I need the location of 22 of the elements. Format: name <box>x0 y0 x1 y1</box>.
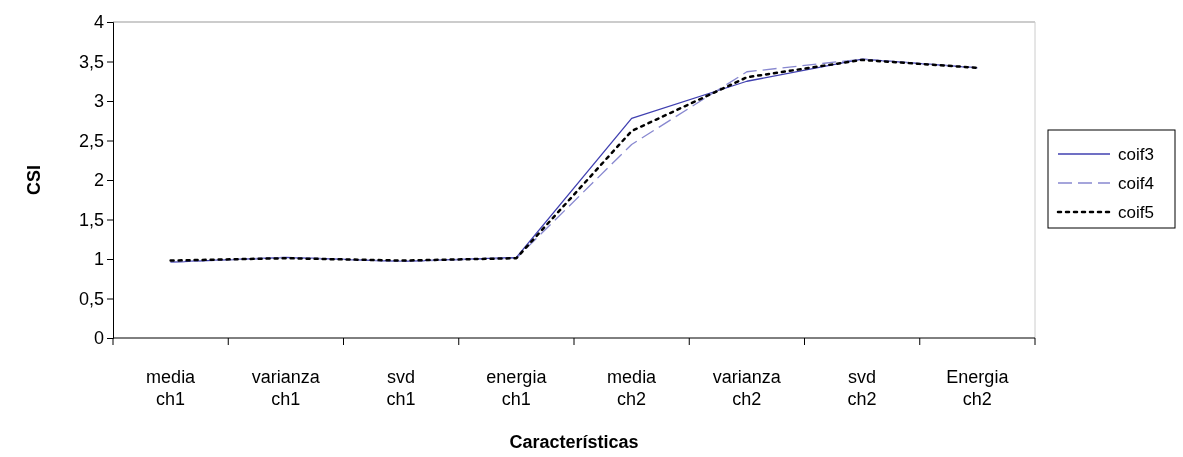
legend-label: coif5 <box>1118 203 1154 222</box>
y-tick-label: 3,5 <box>78 51 104 72</box>
y-tick-label: 4 <box>93 12 104 33</box>
legend-label: coif4 <box>1118 174 1154 193</box>
y-tick-label: 3 <box>93 91 104 112</box>
x-tick-label: varianza ch1 <box>251 367 321 409</box>
y-axis-title: CSI <box>24 164 44 196</box>
x-tick-label: media ch1 <box>146 367 197 409</box>
y-tick-label: 2 <box>93 170 104 191</box>
x-tick-label: varianza ch2 <box>712 367 782 409</box>
x-tick-label: svd ch1 <box>386 367 416 409</box>
x-axis-title: Características <box>509 432 639 452</box>
x-tick-label: svd ch2 <box>847 367 877 409</box>
x-tick-label: media ch2 <box>607 367 658 409</box>
y-tick-label: 0,5 <box>78 288 104 309</box>
x-tick-label: Energia ch2 <box>946 367 1010 409</box>
legend-label: coif3 <box>1118 145 1154 164</box>
y-tick-label: 2,5 <box>78 130 104 151</box>
y-tick-label: 1,5 <box>78 209 104 230</box>
y-tick-label: 1 <box>93 249 104 270</box>
x-tick-label: energia ch1 <box>486 367 548 409</box>
y-tick-label: 0 <box>93 328 104 349</box>
